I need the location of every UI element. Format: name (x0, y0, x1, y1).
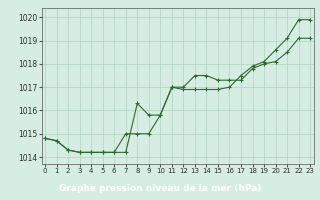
Text: Graphe pression niveau de la mer (hPa): Graphe pression niveau de la mer (hPa) (59, 184, 261, 193)
